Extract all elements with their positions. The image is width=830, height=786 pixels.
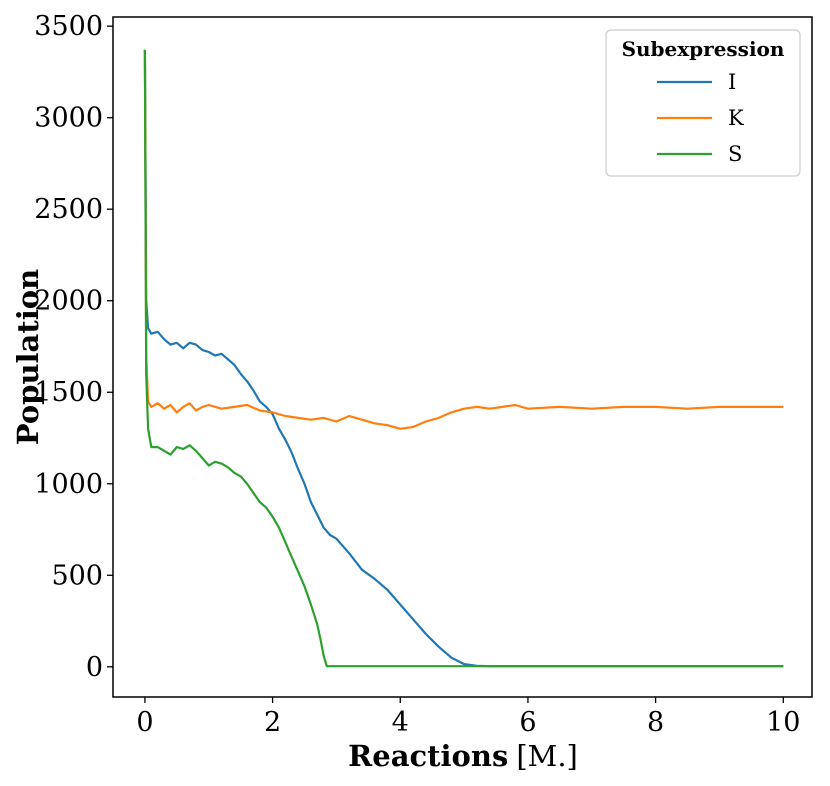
x-tick-label: 2 <box>264 707 281 738</box>
y-tick-label: 1000 <box>34 469 103 500</box>
x-axis-title: Reactions [M.] <box>348 739 578 773</box>
x-tick-label: 4 <box>392 707 409 738</box>
x-tick-label: 8 <box>647 707 664 738</box>
y-tick-label: 3500 <box>34 11 103 42</box>
y-tick-label: 2500 <box>34 194 103 225</box>
y-axis-ticks: 0 500 1000 1500 2000 2500 3000 3500 <box>34 11 113 683</box>
y-axis-title: Population <box>11 269 45 445</box>
legend-label-s: S <box>728 142 742 166</box>
legend-box <box>605 29 801 177</box>
x-axis-label: Reactions <box>348 739 508 773</box>
legend-entries: IKS <box>657 70 744 166</box>
legend: Subexpression IKS <box>605 29 801 177</box>
y-tick-label: 500 <box>51 560 103 591</box>
legend-label-k: K <box>728 106 744 130</box>
y-tick-label: 2000 <box>34 286 103 317</box>
x-axis-unit: [M.] <box>516 739 578 773</box>
x-tick-label: 0 <box>136 707 153 738</box>
plot-area-frame <box>112 16 813 698</box>
legend-title: Subexpression <box>622 37 785 61</box>
series-line-i <box>143 49 784 668</box>
series-lines <box>143 49 784 668</box>
legend-label-i: I <box>728 70 736 94</box>
series-line-k <box>143 49 784 430</box>
series-line-s <box>143 49 784 668</box>
x-tick-label: 6 <box>519 707 536 738</box>
x-axis-ticks: 0 2 4 6 8 10 <box>136 697 800 738</box>
y-tick-label: 3000 <box>34 103 103 134</box>
y-tick-label: 1500 <box>34 377 103 408</box>
x-tick-label: 10 <box>766 707 800 738</box>
y-tick-label: 0 <box>86 652 103 683</box>
